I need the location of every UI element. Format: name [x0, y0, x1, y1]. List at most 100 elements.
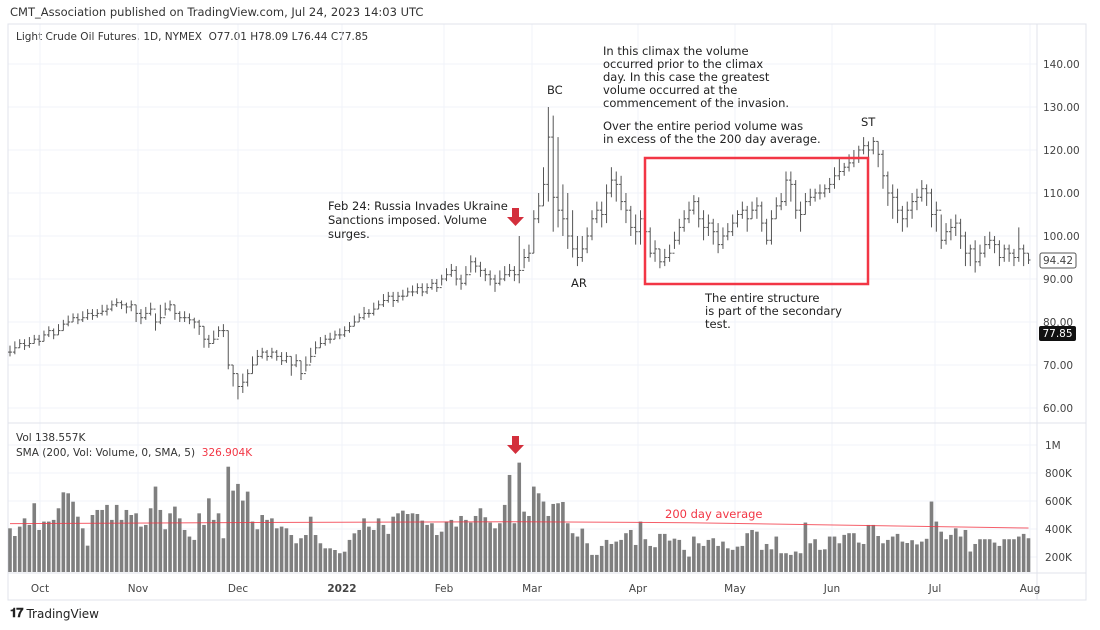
symbol-title: Light Crude Oil Futures, 1D, NYMEX: [16, 31, 202, 43]
feb24-note[interactable]: Feb 24: Russia Invades Ukraine Sanctions…: [328, 199, 508, 241]
ar-label[interactable]: AR: [571, 276, 587, 290]
ohlc-bar: [8, 345, 12, 357]
volume-bar: [609, 543, 614, 572]
ohlc-bar: [939, 209, 944, 249]
volume-bar: [51, 519, 56, 572]
volume-bar: [818, 549, 822, 572]
volume-bar: [110, 519, 114, 572]
volume-bar: [56, 508, 61, 572]
ohlc-bar: [124, 302, 129, 314]
ohlc-bar: [745, 205, 750, 232]
volume-bar: [454, 526, 458, 572]
ohlc-bar: [46, 326, 51, 338]
ohlc-bar: [143, 306, 148, 320]
ohlc-bar: [318, 337, 323, 349]
ohlc-bar: [502, 266, 507, 282]
volume-bar: [85, 545, 90, 572]
ohlc-bar: [997, 240, 1002, 267]
brand-name[interactable]: TradingView: [26, 606, 99, 621]
volume-tick-label: 600K: [1045, 496, 1073, 508]
volume-bar: [76, 516, 80, 572]
note-line: Sanctions imposed. Volume: [328, 213, 487, 227]
sma200-line: [9, 521, 1029, 529]
volume-bar: [662, 533, 667, 572]
volume-bar: [527, 515, 531, 572]
ohlc-bar: [1007, 244, 1012, 262]
publisher-line: CMT_Association published on TradingView…: [10, 5, 424, 19]
volume-bar: [740, 545, 745, 572]
ohlc-bar: [560, 184, 565, 236]
ohlc-bar: [459, 274, 464, 290]
volume-bar: [105, 504, 109, 572]
bc-label[interactable]: BC: [547, 83, 563, 97]
ohlc-bar: [890, 184, 895, 219]
volume-bar: [207, 498, 211, 572]
ohlc-bar: [982, 236, 987, 258]
note-line: volume occurred at the: [603, 83, 737, 97]
volume-bar: [987, 539, 992, 572]
ohlc-bar: [546, 107, 551, 202]
volume-bar: [42, 521, 46, 572]
volume-bar: [682, 549, 686, 572]
volume-bar: [338, 553, 342, 572]
volume-bar: [895, 533, 900, 572]
volume-bar: [745, 533, 749, 572]
tradingview-logo-icon[interactable]: 𝟏𝟕: [10, 606, 24, 621]
ohlc-bar: [294, 354, 299, 368]
ohlc-bar: [303, 356, 308, 375]
ohlc-bar: [1016, 227, 1021, 262]
ohlc-bar: [497, 270, 502, 286]
volume-bar: [124, 509, 129, 572]
volume-bar: [852, 533, 856, 572]
ohlc-bar: [80, 311, 85, 322]
ohlc-bar: [235, 373, 240, 400]
ohlc-bar: [623, 193, 628, 224]
volume-bar: [803, 522, 808, 572]
symbol-legend: Light Crude Oil Futures, 1D, NYMEX O77.0…: [16, 31, 368, 43]
price-tick-label: 140.00: [1043, 59, 1080, 71]
volume-bar: [696, 543, 701, 572]
red-arrow-icon[interactable]: [507, 436, 524, 454]
volume-bar: [255, 529, 260, 572]
volume-bar: [391, 516, 395, 572]
secondary-test-box[interactable]: [643, 156, 870, 286]
ohlc-bar: [531, 210, 536, 254]
volume-bar: [202, 524, 206, 572]
time-tick-label: Jun: [823, 583, 840, 595]
volume-bar: [357, 529, 361, 572]
ohlc-bar: [987, 231, 992, 249]
ohlc-bar: [396, 291, 400, 303]
volume-tick-label: 200K: [1045, 552, 1073, 564]
volume-bar: [701, 545, 706, 572]
price-tick-label: 110.00: [1043, 188, 1080, 200]
volume-bar: [929, 501, 934, 572]
ohlc-bar: [968, 244, 973, 267]
volume-bar: [313, 535, 318, 572]
st-label[interactable]: ST: [861, 115, 876, 129]
volume-bar: [488, 522, 492, 572]
volume-bar: [231, 490, 235, 572]
volume-bar: [289, 535, 294, 572]
volume-bar: [270, 518, 274, 572]
ohlc-bar: [691, 195, 696, 215]
ohlc-bar: [958, 218, 963, 249]
volume-bar: [449, 519, 454, 572]
volume-bar: [435, 535, 439, 572]
ohlc-bar: [56, 324, 61, 336]
sma-label[interactable]: 200 day average: [665, 507, 763, 521]
ohlc-bar: [517, 236, 522, 284]
volume-bar: [517, 462, 522, 572]
volume-bar: [881, 543, 885, 572]
structure-note[interactable]: The entire structure is part of the seco…: [704, 291, 842, 331]
ohlc-bar: [493, 274, 497, 292]
volume-bar: [827, 536, 832, 572]
volume-bar: [963, 529, 968, 572]
price-axis: 60.0070.0080.0090.00100.00110.00120.0013…: [1043, 59, 1080, 415]
ohlc-bar: [842, 162, 847, 176]
volume-bar: [1007, 539, 1011, 572]
red-arrow-icon[interactable]: [507, 208, 524, 226]
volume-bar: [735, 546, 740, 572]
ohlc-bar: [32, 334, 37, 344]
climax-note[interactable]: In this climax the volume occurred prior…: [603, 44, 821, 146]
